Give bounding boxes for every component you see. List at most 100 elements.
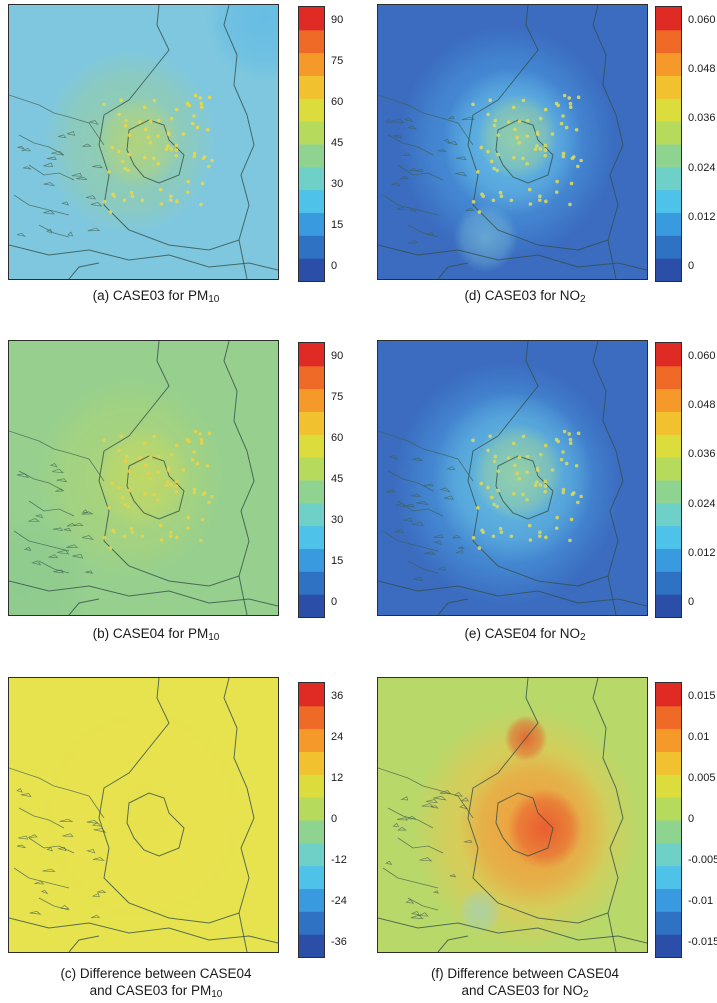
colorbar-segment xyxy=(299,820,324,844)
panel-caption-d: (d) CASE03 for NO2 xyxy=(365,287,685,308)
colorbar-segment xyxy=(299,548,324,572)
coastline xyxy=(407,897,439,911)
colorbar-segment xyxy=(656,343,681,367)
island-outline xyxy=(404,117,414,123)
monitoring-site-dot xyxy=(205,127,210,132)
colorbar-tick-label: 0.015 xyxy=(688,690,716,702)
caption-text: and CASE03 for NO xyxy=(461,983,583,998)
monitoring-site-dot xyxy=(143,491,147,496)
monitoring-site-dot xyxy=(506,120,511,124)
admin-boundary xyxy=(467,5,624,251)
monitoring-site-dot xyxy=(521,156,525,161)
monitoring-site-dot xyxy=(143,155,147,160)
monitoring-site-dot xyxy=(164,483,169,488)
coastline xyxy=(18,134,65,156)
monitoring-site-dot xyxy=(144,127,148,132)
colorbar-tick-label: 90 xyxy=(331,14,344,26)
admin-boundary xyxy=(68,262,100,279)
island-outline xyxy=(16,844,26,849)
monitoring-site-dot xyxy=(556,103,560,108)
island-outline xyxy=(16,473,30,479)
monitoring-site-dot xyxy=(146,135,151,140)
monitoring-site-dot xyxy=(579,158,583,163)
monitoring-site-dot xyxy=(181,468,186,472)
monitoring-site-dot xyxy=(174,148,179,152)
monitoring-site-dot xyxy=(536,468,540,473)
island-outline xyxy=(425,799,438,804)
monitoring-site-dot xyxy=(498,190,503,195)
monitoring-site-dot xyxy=(102,200,107,204)
monitoring-site-dot xyxy=(148,476,153,481)
monitoring-site-dot xyxy=(561,490,566,495)
caption-subscript: 10 xyxy=(208,294,220,305)
monitoring-site-dot xyxy=(210,494,214,499)
monitoring-site-dot xyxy=(521,434,526,439)
colorbar-segment xyxy=(299,434,324,458)
monitoring-site-dot xyxy=(117,485,121,490)
monitoring-site-dot xyxy=(156,454,161,459)
monitoring-site-dot xyxy=(122,198,127,203)
colorbar-segment xyxy=(299,457,324,481)
monitoring-site-dot xyxy=(201,492,206,497)
monitoring-site-dot xyxy=(561,151,566,156)
monitoring-site-dot xyxy=(156,118,161,123)
island-outline xyxy=(400,796,409,801)
island-outline xyxy=(385,489,396,493)
monitoring-site-dot xyxy=(509,198,514,203)
colorbar-segment xyxy=(299,728,324,752)
colorbar-tick-label: -36 xyxy=(331,936,347,948)
island-outline xyxy=(82,143,92,147)
island-outline xyxy=(91,914,101,919)
island-outline xyxy=(396,206,405,210)
admin-boundary xyxy=(98,341,255,587)
monitoring-site-dot xyxy=(479,145,484,150)
colorbar-segment xyxy=(656,480,681,504)
map-panel-d xyxy=(377,4,648,280)
caption-text: (f) Difference between CASE04 xyxy=(430,966,620,981)
monitoring-site-dot xyxy=(169,452,174,457)
island-outline xyxy=(66,131,76,136)
colorbar-tick-label: 45 xyxy=(331,137,344,149)
island-outline xyxy=(42,868,56,872)
monitoring-site-dot xyxy=(148,140,153,145)
coastline xyxy=(397,500,444,517)
monitoring-site-dot xyxy=(168,198,173,202)
colorbar-tick-label: 36 xyxy=(331,690,344,702)
concentration-field xyxy=(507,788,583,869)
monitoring-site-dot xyxy=(169,194,173,199)
monitoring-site-dot xyxy=(142,105,147,110)
colorbar-segment xyxy=(656,166,681,191)
monitoring-site-dot xyxy=(517,455,522,459)
panel-caption-c: (c) Difference between CASE04 and CASE03 … xyxy=(0,965,316,1003)
monitoring-site-dot xyxy=(576,95,581,100)
colorbar-tick-label: 0 xyxy=(331,260,338,272)
monitoring-site-dot xyxy=(567,432,572,436)
monitoring-site-dot xyxy=(499,194,504,199)
colorbar-tick-label: 0.036 xyxy=(688,448,716,461)
caption-text: and CASE03 for PM xyxy=(89,983,212,998)
island-outline xyxy=(58,134,67,139)
monitoring-site-dot xyxy=(123,123,128,128)
coastline xyxy=(397,837,444,854)
island-outline xyxy=(412,457,423,462)
monitoring-site-dot xyxy=(167,468,171,473)
monitoring-site-dot xyxy=(492,123,497,128)
island-outline xyxy=(88,120,99,125)
monitoring-site-dot xyxy=(527,523,532,528)
monitoring-site-dot xyxy=(493,454,498,459)
monitoring-site-dot xyxy=(126,168,130,173)
monitoring-site-dot xyxy=(511,105,516,110)
colorbar-tick-label: 0 xyxy=(331,813,338,825)
island-outline xyxy=(60,201,70,206)
monitoring-site-dot xyxy=(199,538,203,543)
island-outline xyxy=(62,833,74,837)
monitoring-site-dot xyxy=(489,159,494,164)
island-outline xyxy=(434,540,442,546)
island-outline xyxy=(71,172,83,177)
colorbar-segment xyxy=(656,548,681,572)
map-panel-c xyxy=(8,677,279,953)
monitoring-site-dot xyxy=(192,151,197,156)
colorbar-segment xyxy=(299,365,324,390)
admin-boundary xyxy=(495,455,554,520)
concentration-field xyxy=(453,203,518,273)
